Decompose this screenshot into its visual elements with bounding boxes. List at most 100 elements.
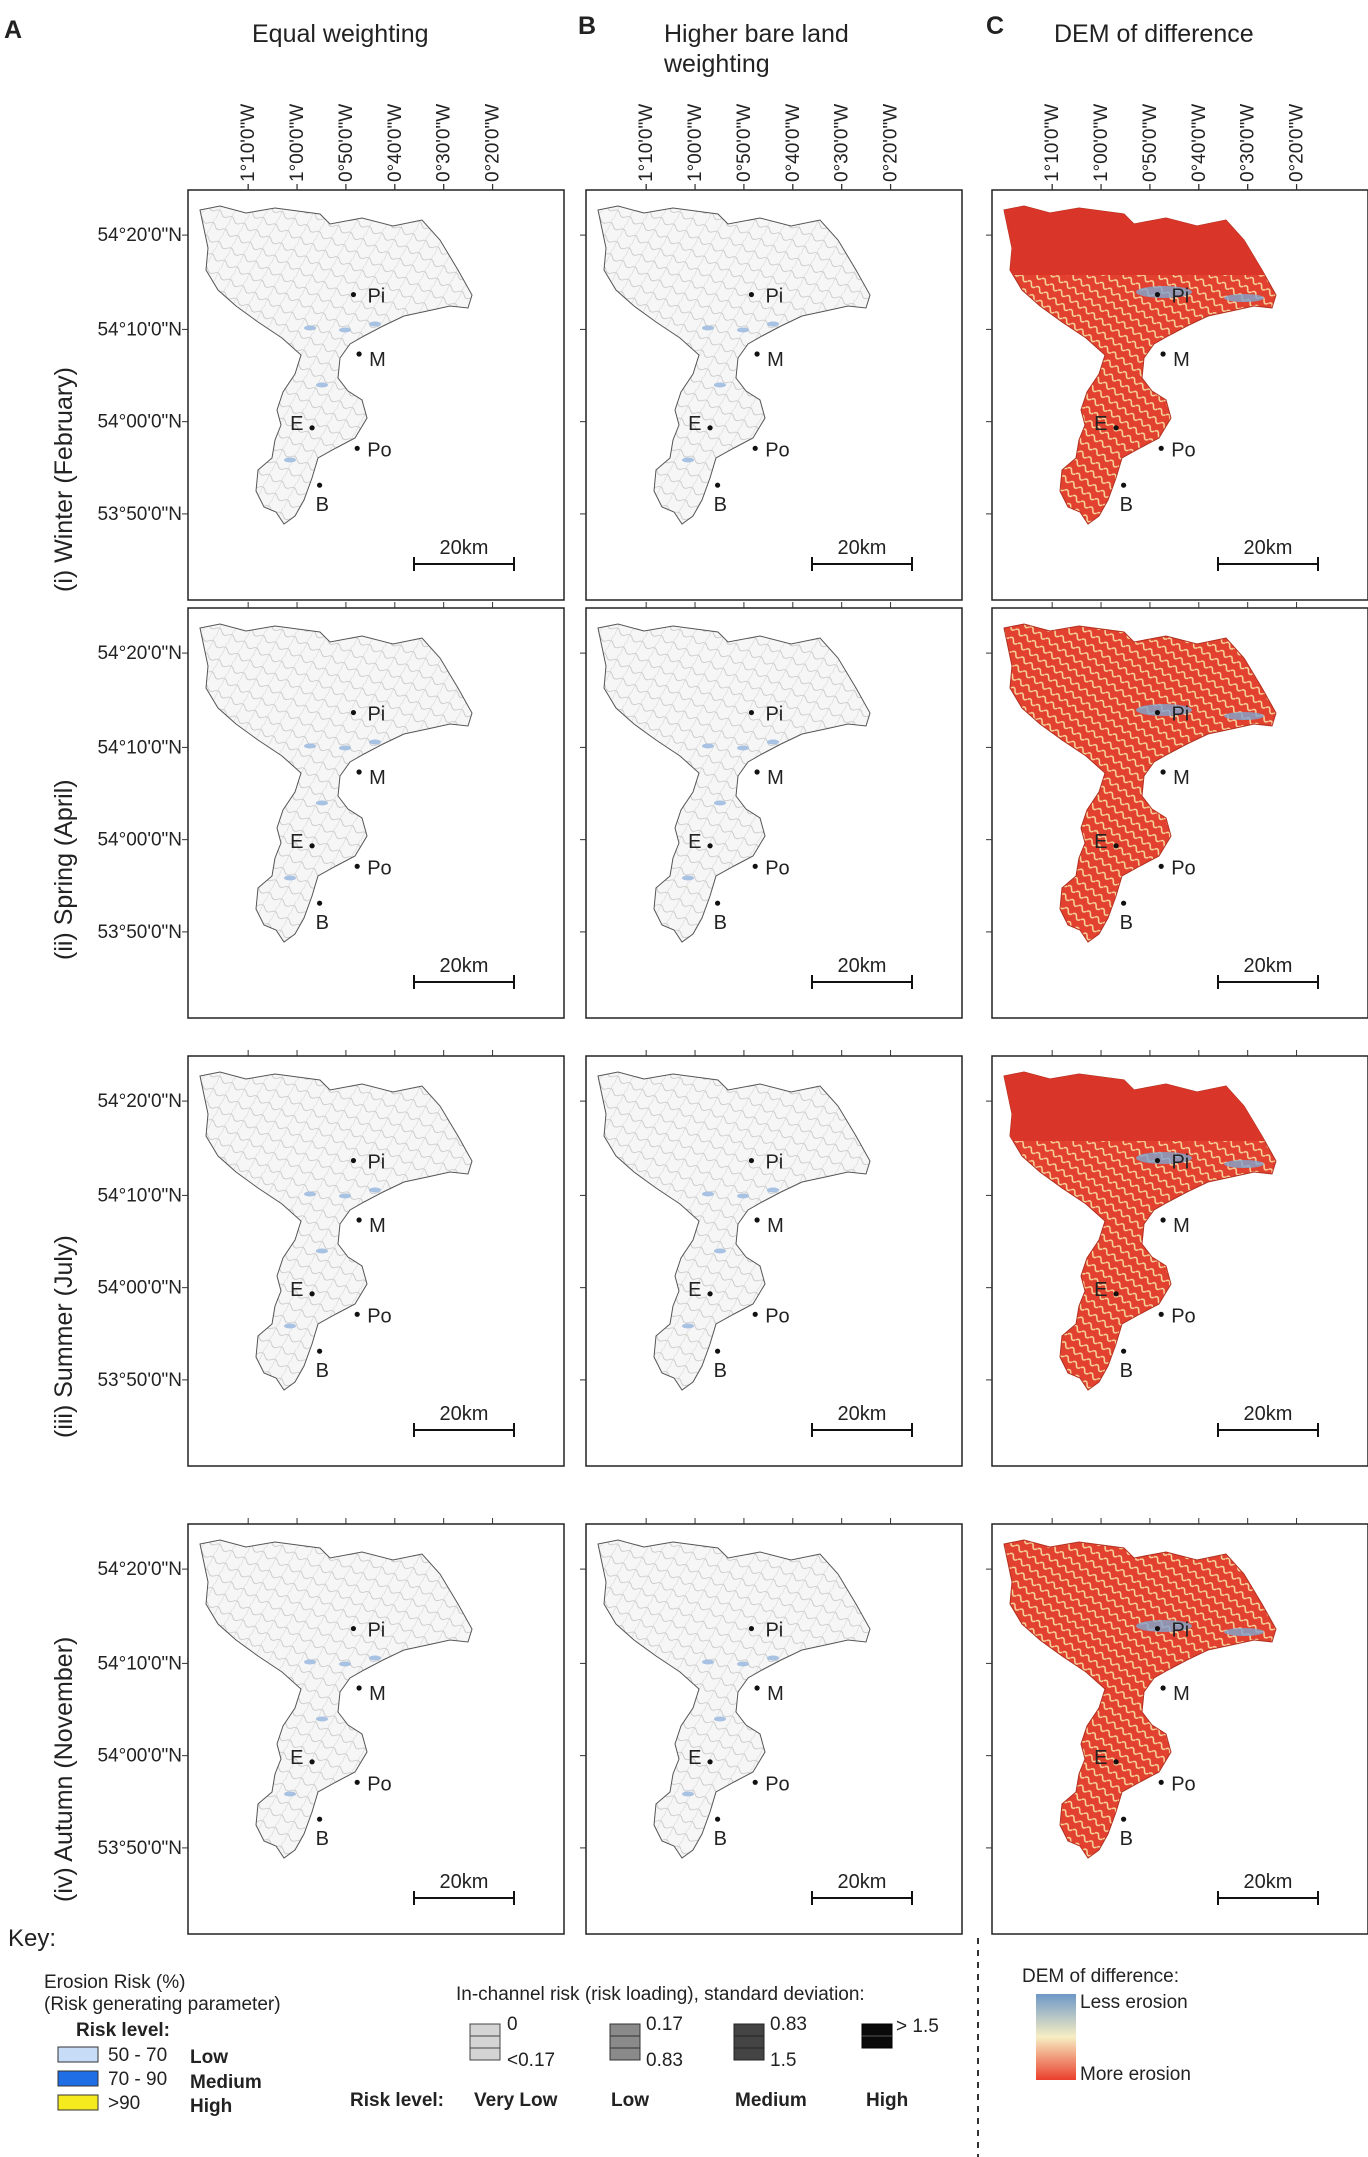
town-dot-m <box>356 351 362 357</box>
town-label-b: B <box>316 912 329 934</box>
town-label-po: Po <box>765 1305 789 1327</box>
column-title-bare-land-line1: Higher bare land <box>664 20 849 48</box>
lon-label-col1-3: 0°40'0"W <box>783 104 804 182</box>
town-label-pi: Pi <box>367 1152 385 1174</box>
town-dot-b <box>715 1348 721 1354</box>
erosion-risk-patch <box>682 457 694 463</box>
dem-less-erosion-patch <box>1136 1152 1192 1164</box>
town-label-m: M <box>767 1683 784 1705</box>
town-label-b: B <box>714 912 727 934</box>
town-dot-e <box>309 1291 315 1297</box>
town-label-pi: Pi <box>1171 1620 1189 1642</box>
scale-bar-label: 20km <box>838 1871 887 1893</box>
town-label-po: Po <box>367 439 391 461</box>
row-label-autumn: (iv) Autumn (November) <box>50 1637 78 1902</box>
erosion-risk-patch <box>304 325 316 331</box>
town-label-b: B <box>1120 1360 1133 1382</box>
erosion-heading: Erosion Risk (%) <box>44 1972 185 1993</box>
column-title-dem-difference: DEM of difference <box>1054 20 1254 48</box>
inchannel-very-low-top: 0 <box>507 2014 518 2035</box>
town-label-po: Po <box>1171 439 1195 461</box>
town-dot-pi <box>1154 1625 1161 1632</box>
catchment-area <box>597 1539 871 1859</box>
map-panel-r1-c1: Pi M E Po B 20km <box>580 602 963 1019</box>
map-grid: 54°20'0"N 54°10'0"N 54°00'0"N 53°50'0"N Pi M E… <box>97 184 1368 1935</box>
erosion-risk-patch <box>284 1791 296 1797</box>
erosion-risk-patch <box>682 1791 694 1797</box>
town-label-e: E <box>688 1747 701 1769</box>
town-dot-e <box>309 1759 315 1765</box>
inchannel-medium-top: 0.83 <box>770 2014 807 2035</box>
map-panel-r2-c0: Pi M E Po B 20km <box>182 1050 565 1467</box>
erosion-risk-patch <box>702 1659 714 1665</box>
dem-less-erosion-patch <box>1136 704 1192 716</box>
town-label-po: Po <box>1171 857 1195 879</box>
erosion-risk-patch <box>702 743 714 749</box>
erosion-swatch-high <box>57 2094 99 2111</box>
town-label-po: Po <box>367 1305 391 1327</box>
erosion-subheading: (Risk generating parameter) <box>44 1994 281 2015</box>
dem-less-erosion-patch <box>1136 286 1192 298</box>
erosion-risk-overlay <box>682 739 779 881</box>
lat-label-row2-3: 53°50'0"N <box>97 1370 182 1391</box>
erosion-risk-patch <box>767 321 779 327</box>
town-label-po: Po <box>367 857 391 879</box>
map-panel-r0-c1: Pi M E Po B 20km <box>580 184 963 601</box>
lon-label-col0-2: 0°50'0"W <box>336 104 357 182</box>
lat-label-row1-1: 54°10'0"N <box>97 737 182 758</box>
town-dot-b <box>317 900 323 906</box>
erosion-risk-patch <box>304 743 316 749</box>
town-dot-b <box>1121 1816 1127 1822</box>
town-label-e: E <box>688 413 701 435</box>
row-label-winter: (i) Winter (February) <box>50 367 78 592</box>
town-label-e: E <box>290 1747 303 1769</box>
inchannel-heading: In-channel risk (risk loading), standard… <box>456 1984 865 2005</box>
panel-letter-c: C <box>986 12 1004 40</box>
town-label-pi: Pi <box>765 1152 783 1174</box>
catchment-area <box>1003 623 1277 943</box>
catchment-area <box>199 1071 473 1391</box>
town-label-b: B <box>316 1360 329 1382</box>
town-label-m: M <box>1173 349 1190 371</box>
erosion-risk-patch <box>737 1193 749 1199</box>
town-label-m: M <box>369 1683 386 1705</box>
dem-legend-less: Less erosion <box>1080 1992 1188 2013</box>
town-dot-m <box>1160 1685 1166 1691</box>
map-panel-r2-c2: Pi M E Po B 20km <box>986 1050 1368 1467</box>
town-label-b: B <box>714 1360 727 1382</box>
erosion-risk-overlay <box>682 1187 779 1329</box>
town-label-pi: Pi <box>765 286 783 308</box>
inchannel-level-very-low: Very Low <box>474 2090 558 2111</box>
erosion-risk-patch <box>284 1323 296 1329</box>
column-title-equal-weighting: Equal weighting <box>252 20 429 48</box>
inchannel-medium-bottom: 1.5 <box>770 2050 796 2071</box>
dem-overlay <box>1136 704 1264 720</box>
map-panel-r3-c0: Pi M E Po B 20km <box>182 1518 565 1935</box>
town-label-m: M <box>767 349 784 371</box>
lon-label-col0-5: 0°20'0"W <box>483 104 504 182</box>
town-dot-pi <box>748 1625 755 1632</box>
inchannel-swatch-low <box>609 2023 641 2061</box>
erosion-risk-patch <box>714 382 726 388</box>
column-title-bare-land-line2: weighting <box>663 50 770 78</box>
town-dot-b <box>317 1348 323 1354</box>
town-label-e: E <box>1094 831 1107 853</box>
erosion-risk-patch <box>682 875 694 881</box>
lon-label-col2-3: 0°40'0"W <box>1189 104 1210 182</box>
erosion-risk-patch <box>737 1661 749 1667</box>
town-dot-b <box>1121 482 1127 488</box>
town-dot-pi <box>1154 291 1161 298</box>
town-dot-pi <box>350 291 357 298</box>
erosion-risk-patch <box>339 327 351 333</box>
panel-letter-a: A <box>4 16 22 44</box>
map-panel-r0-c0: Pi M E Po B 20km <box>182 184 565 601</box>
erosion-risk-patch <box>369 739 381 745</box>
lat-label-row1-0: 54°20'0"N <box>97 643 182 664</box>
dem-legend-more: More erosion <box>1080 2064 1191 2085</box>
town-label-b: B <box>1120 912 1133 934</box>
lon-label-col1-2: 0°50'0"W <box>734 104 755 182</box>
town-dot-b <box>715 482 721 488</box>
inchannel-low-bottom: 0.83 <box>646 2050 683 2071</box>
town-dot-pi <box>350 709 357 716</box>
